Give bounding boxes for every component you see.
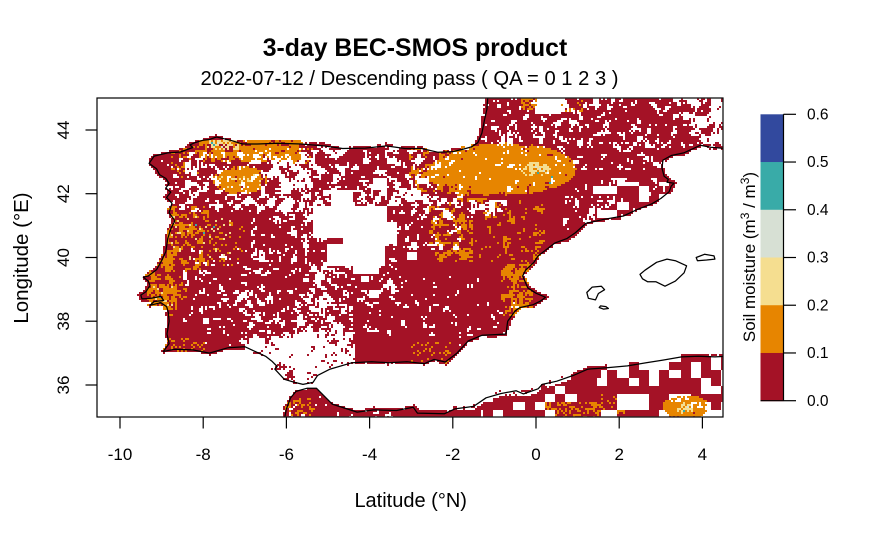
svg-text:-4: -4 — [362, 445, 377, 464]
svg-text:-6: -6 — [279, 445, 294, 464]
svg-text:0.2: 0.2 — [807, 297, 829, 314]
svg-text:-2: -2 — [445, 445, 460, 464]
svg-text:0.3: 0.3 — [807, 250, 829, 267]
svg-text:44: 44 — [54, 121, 73, 140]
svg-text:-8: -8 — [196, 445, 211, 464]
svg-text:40: 40 — [54, 248, 73, 267]
svg-text:0.1: 0.1 — [807, 345, 829, 362]
svg-text:0: 0 — [531, 445, 540, 464]
svg-text:2022-07-12 / Descending pass (: 2022-07-12 / Descending pass ( QA = 0 1 … — [200, 68, 618, 90]
svg-text:3-day BEC-SMOS product: 3-day BEC-SMOS product — [263, 35, 567, 62]
svg-text:2: 2 — [614, 445, 623, 464]
svg-text:38: 38 — [54, 312, 73, 331]
svg-text:0.5: 0.5 — [807, 154, 829, 171]
svg-text:0.6: 0.6 — [807, 107, 829, 124]
svg-text:-10: -10 — [108, 445, 133, 464]
svg-text:36: 36 — [54, 376, 73, 395]
svg-text:Latitude (°N): Latitude (°N) — [354, 490, 467, 512]
svg-text:Soil moisture (m3 / m3): Soil moisture (m3 / m3) — [738, 172, 759, 342]
svg-text:42: 42 — [54, 184, 73, 203]
svg-text:0.0: 0.0 — [807, 393, 829, 410]
svg-text:Longitude (°E): Longitude (°E) — [10, 192, 33, 323]
svg-text:0.4: 0.4 — [807, 202, 829, 219]
svg-text:4: 4 — [698, 445, 707, 464]
